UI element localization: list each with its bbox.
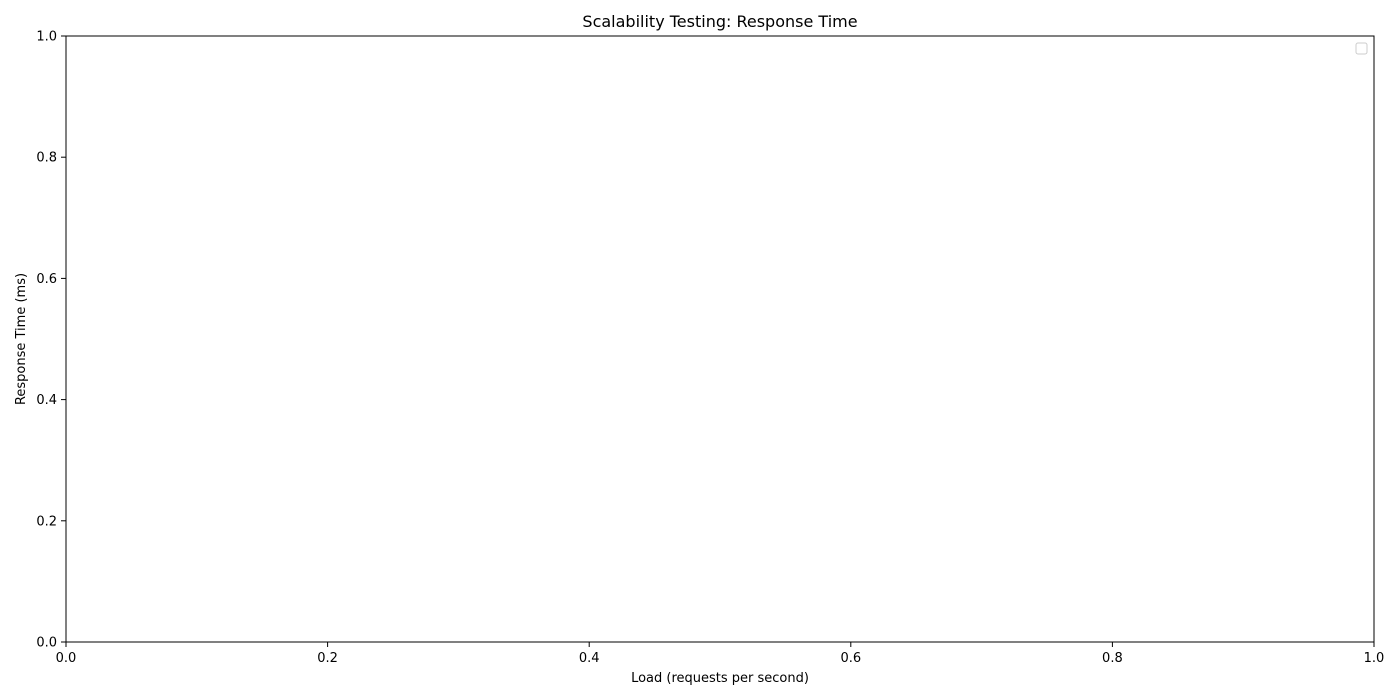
x-tick-label: 0.8: [1102, 651, 1123, 666]
chart-title: Scalability Testing: Response Time: [582, 12, 857, 31]
y-tick-label: 0.6: [36, 272, 57, 287]
y-tick-label: 0.4: [36, 393, 57, 408]
y-axis-label: Response Time (ms): [14, 273, 29, 405]
x-tick-label: 0.6: [840, 651, 861, 666]
legend-box: [1355, 42, 1368, 55]
x-tick-label: 0.0: [56, 651, 77, 666]
plot-area: [65, 35, 1375, 643]
y-tick-label: 0.8: [36, 151, 57, 166]
x-tick-label: 1.0: [1364, 651, 1385, 666]
x-tick-label: 0.4: [579, 651, 600, 666]
y-axis-ticks: 0.0 0.2 0.4 0.6 0.8 1.0: [36, 30, 66, 651]
y-tick-label: 1.0: [36, 30, 57, 45]
x-tick-label: 0.2: [317, 651, 338, 666]
y-tick-label: 0.0: [36, 636, 57, 651]
x-axis-label: Load (requests per second): [631, 671, 809, 686]
y-tick-label: 0.2: [36, 514, 57, 529]
x-axis-ticks: 0.0 0.2 0.4 0.6 0.8 1.0: [56, 642, 1385, 666]
